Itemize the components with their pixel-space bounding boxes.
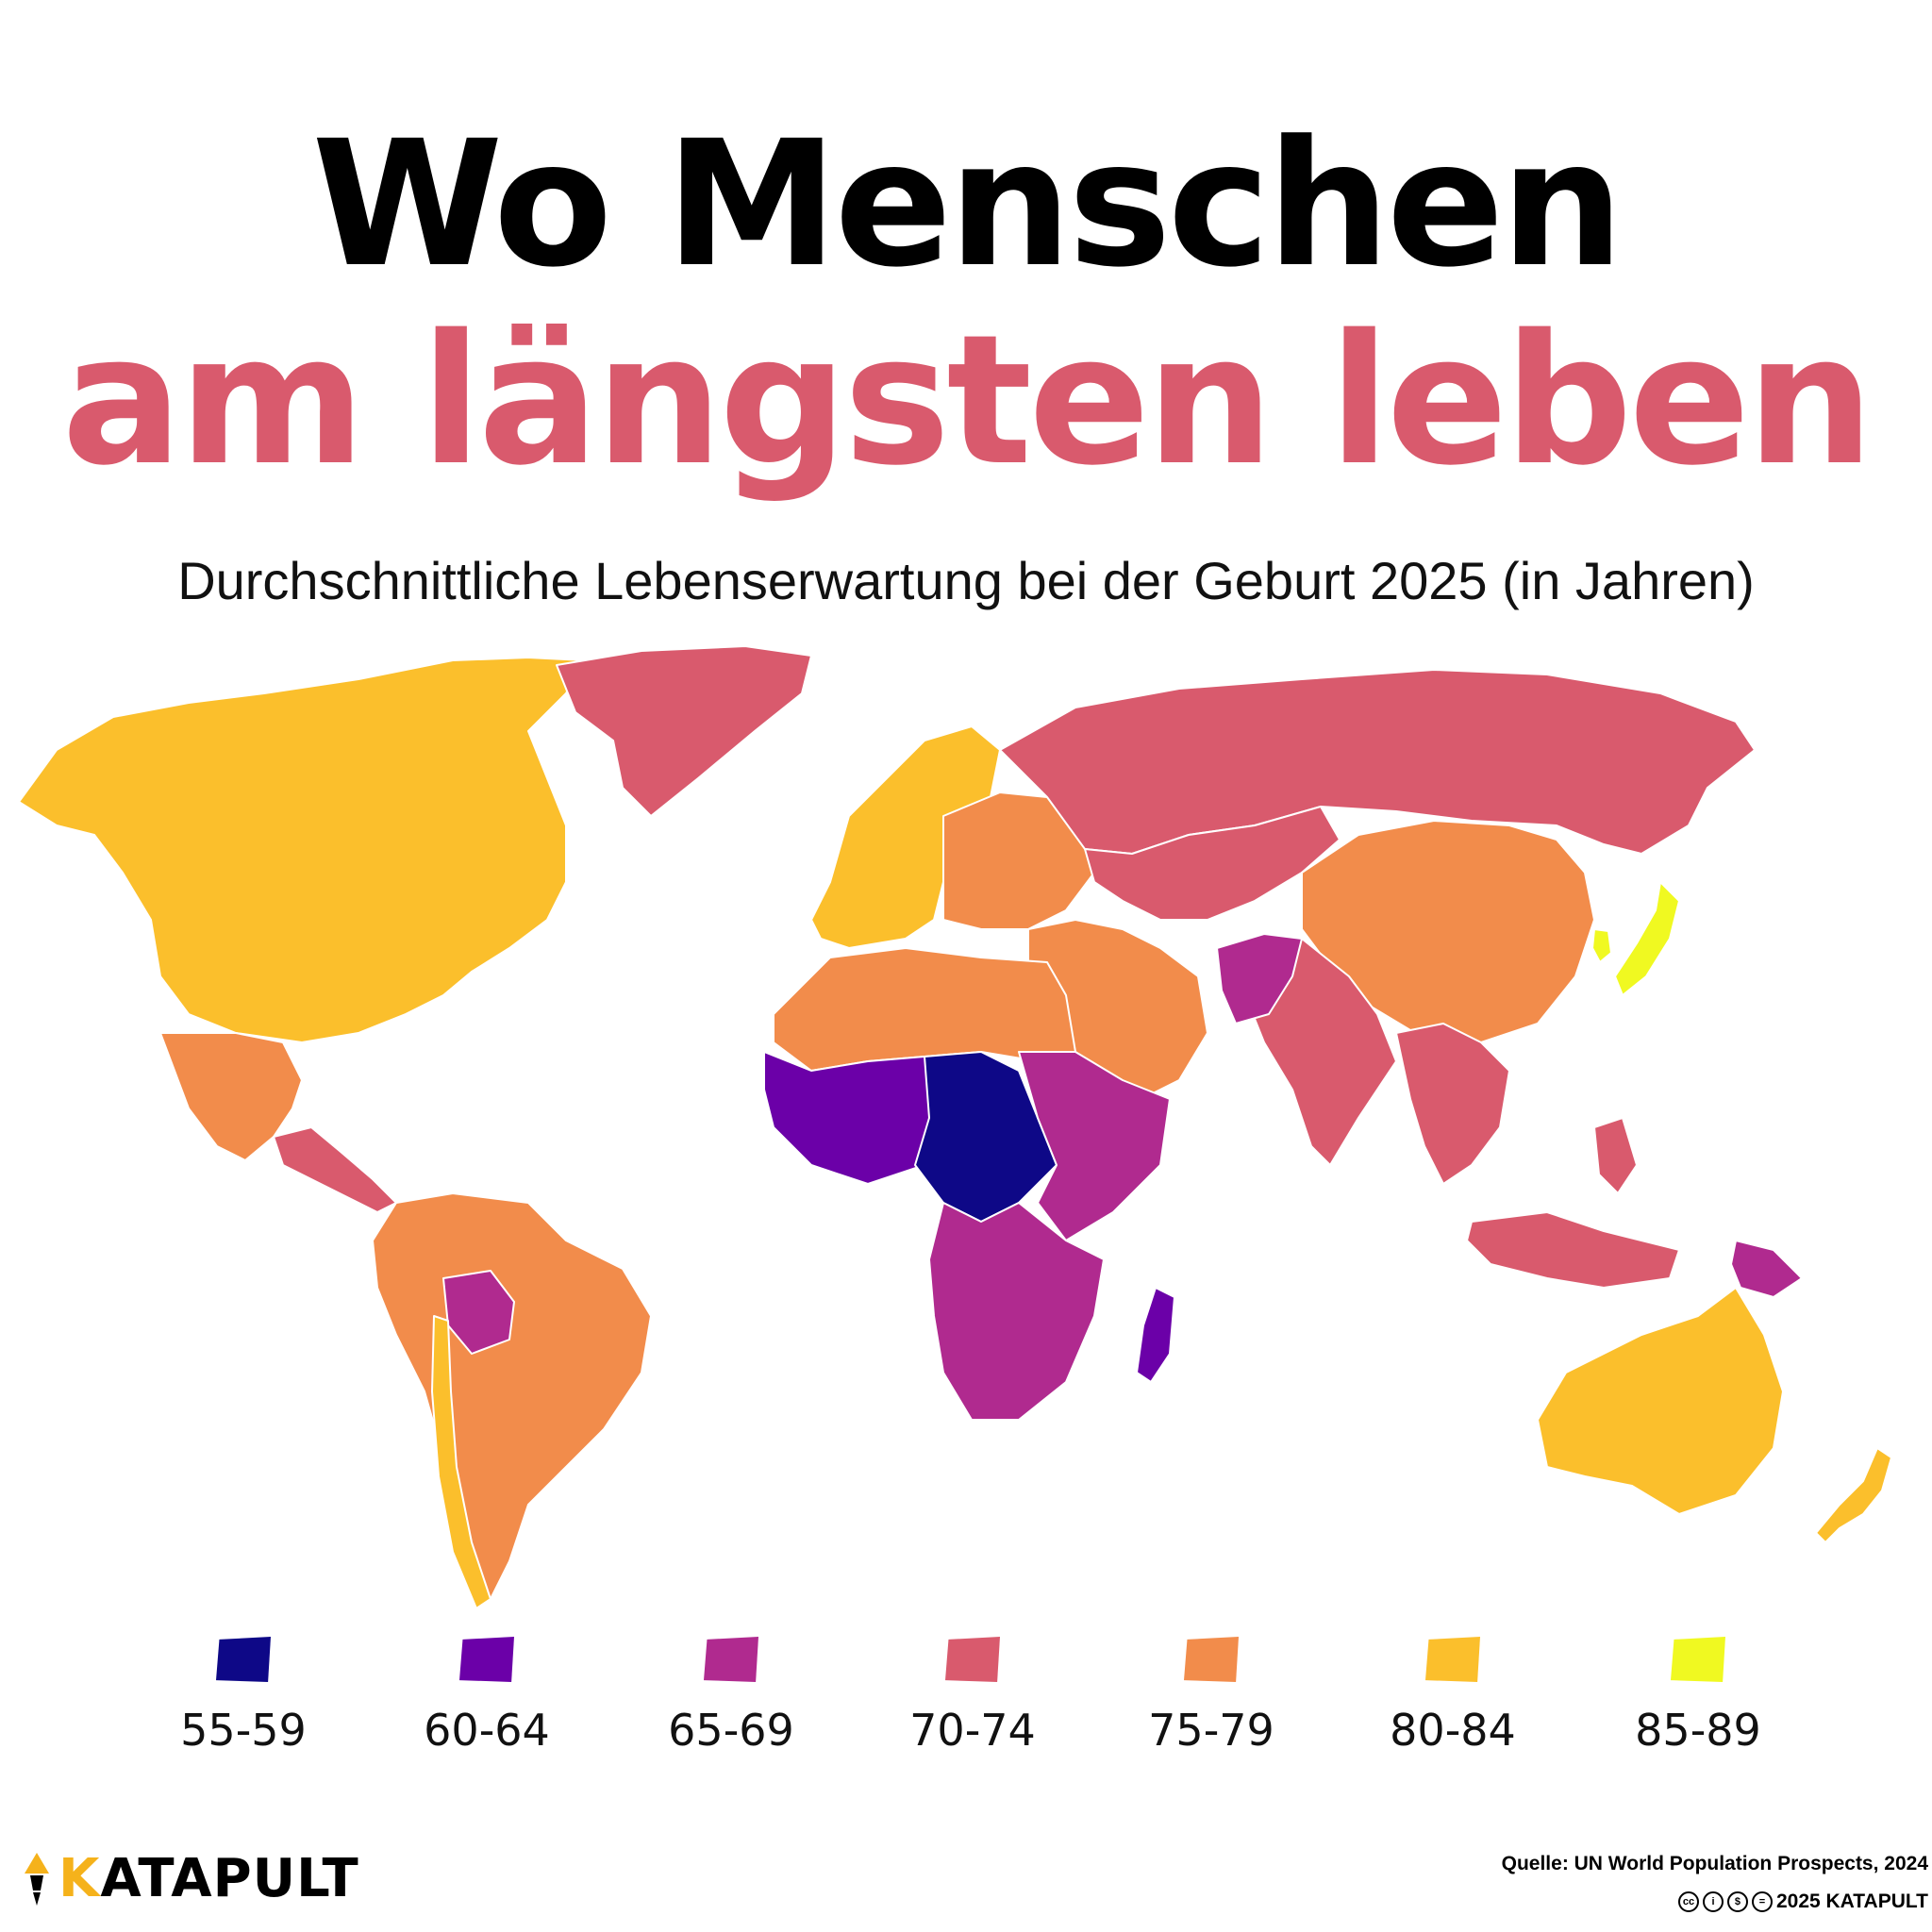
region-south-asia	[1244, 938, 1397, 1166]
legend-label: 85-89	[1635, 1705, 1761, 1756]
region-north-america	[18, 657, 586, 1043]
region-madagascar	[1136, 1287, 1175, 1383]
brand-rest: ATAPULT	[100, 1848, 359, 1909]
legend-item: 70-74	[897, 1637, 1048, 1756]
region-eastern-europe	[942, 791, 1095, 930]
region-southeast-asia	[1395, 1023, 1510, 1185]
copyright-text: 2025 KATAPULT	[1775, 1890, 1928, 1912]
legend-swatch	[1184, 1637, 1239, 1682]
region-south-korea	[1591, 928, 1612, 963]
legend-label: 70-74	[909, 1705, 1036, 1756]
legend-swatch	[216, 1637, 271, 1682]
legend-swatch	[459, 1637, 514, 1682]
region-australia	[1537, 1287, 1784, 1515]
region-east-africa	[1018, 1051, 1171, 1241]
legend: 55-59 60-64 65-69 70-74 75-79 80-84 85-8…	[0, 1637, 1932, 1778]
region-central-america	[273, 1126, 397, 1213]
brand-name: KATAPULT	[58, 1853, 359, 1906]
legend-item: 55-59	[168, 1637, 319, 1756]
region-pakistan	[1216, 933, 1303, 1024]
region-papua-new-guinea	[1730, 1240, 1803, 1298]
legend-label: 80-84	[1390, 1705, 1516, 1756]
source-note: Quelle: UN World Population Prospects, 2…	[1501, 1853, 1928, 1874]
by-icon: i	[1702, 1891, 1724, 1912]
legend-item: 60-64	[411, 1637, 562, 1756]
subtitle: Durchschnittliche Lebenserwartung bei de…	[177, 551, 1755, 610]
copyright: cc i $ = 2025 KATAPULT	[1677, 1890, 1928, 1913]
region-indonesia	[1466, 1117, 1680, 1289]
title-line-2: am längsten leben	[61, 296, 1874, 505]
legend-item: 65-69	[656, 1637, 807, 1756]
legend-label: 60-64	[424, 1705, 550, 1756]
legend-item: 85-89	[1623, 1637, 1774, 1756]
legend-item: 80-84	[1377, 1637, 1528, 1756]
region-new-zealand	[1815, 1447, 1892, 1543]
legend-label: 55-59	[180, 1705, 307, 1756]
legend-swatch	[704, 1637, 758, 1682]
cc-icon: cc	[1677, 1891, 1699, 1912]
nc-icon: $	[1726, 1891, 1748, 1912]
region-southern-africa	[928, 1202, 1105, 1421]
legend-item: 75-79	[1136, 1637, 1287, 1756]
legend-label: 65-69	[668, 1705, 794, 1756]
nd-icon: =	[1751, 1891, 1773, 1912]
region-greenland	[556, 645, 812, 817]
world-map	[18, 645, 1892, 1609]
katapult-rocket-icon	[25, 1853, 49, 1906]
region-chile	[431, 1315, 491, 1609]
legend-label: 75-79	[1148, 1705, 1274, 1756]
title-line-1: Wo Menschen	[311, 104, 1624, 306]
region-japan	[1614, 881, 1680, 996]
katapult-logo: KATAPULT	[21, 1851, 359, 1907]
region-south-america	[372, 1192, 652, 1600]
legend-swatch	[1671, 1637, 1725, 1682]
legend-swatch	[1425, 1637, 1480, 1682]
brand-first-letter: K	[58, 1848, 101, 1909]
region-russia	[999, 669, 1756, 855]
legend-swatch	[945, 1637, 1000, 1682]
